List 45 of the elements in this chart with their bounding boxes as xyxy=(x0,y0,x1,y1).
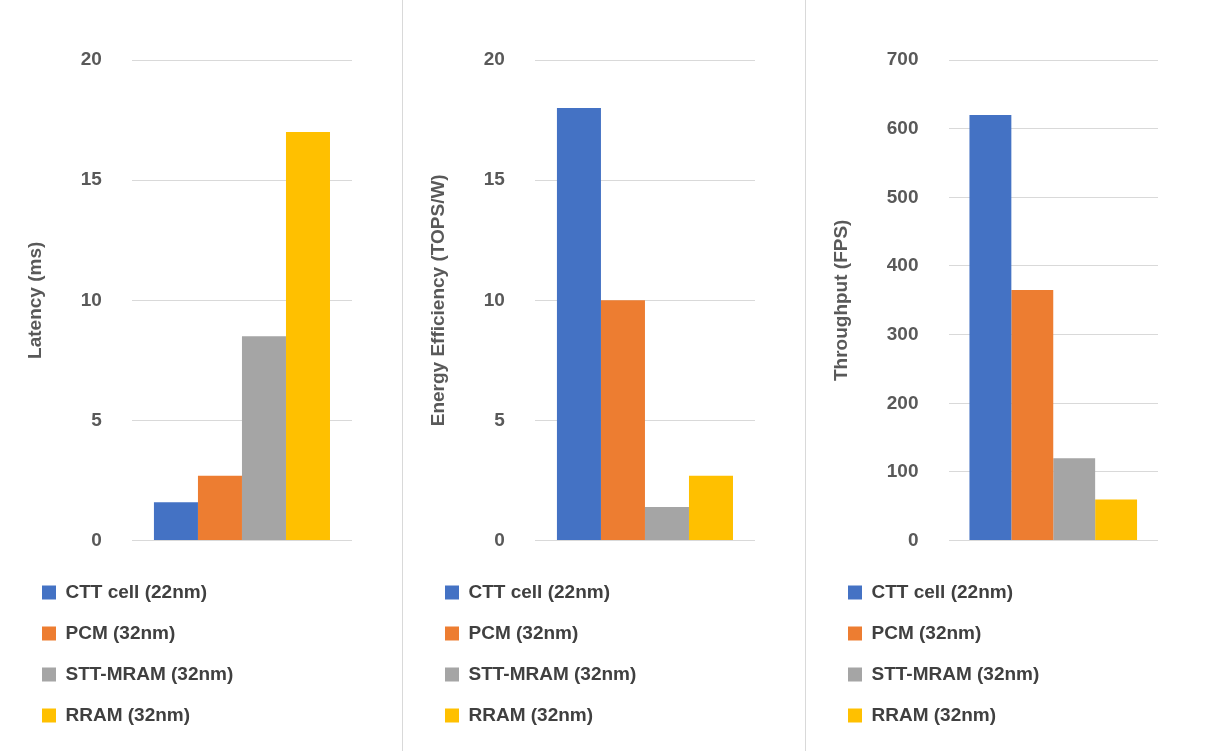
y-tick-label: 100 xyxy=(886,460,919,482)
y-tick-label: 200 xyxy=(886,391,919,413)
bar xyxy=(556,108,601,541)
legend-label: CTT cell (22nm) xyxy=(871,580,1013,602)
y-tick-label: 0 xyxy=(494,528,505,550)
bar xyxy=(1095,499,1138,541)
bar xyxy=(644,506,689,541)
legend-label: PCM (32nm) xyxy=(468,621,579,643)
bar xyxy=(969,114,1012,541)
y-tick-label: 20 xyxy=(483,48,505,70)
legend-label: PCM (32nm) xyxy=(65,621,176,643)
y-axis-title: Energy Efficiency (TOPS/W) xyxy=(426,174,448,427)
legend-label: RRAM (32nm) xyxy=(871,703,997,725)
y-tick-label: 0 xyxy=(91,528,102,550)
bar xyxy=(688,475,733,541)
legend-label: CTT cell (22nm) xyxy=(468,580,610,602)
y-tick-label: 5 xyxy=(91,408,103,430)
y-tick-label: 600 xyxy=(886,116,919,138)
bar xyxy=(197,475,242,541)
bar xyxy=(285,132,330,541)
y-tick-label: 15 xyxy=(80,168,103,190)
legend-label: RRAM (32nm) xyxy=(65,703,191,725)
bar xyxy=(153,502,198,541)
legend-label: PCM (32nm) xyxy=(871,621,982,643)
y-tick-label: 400 xyxy=(886,254,919,276)
y-tick-label: 10 xyxy=(80,288,102,310)
y-axis-title: Throughput (FPS) xyxy=(829,219,851,382)
y-tick-label: 15 xyxy=(483,168,506,190)
bar xyxy=(1053,458,1096,541)
y-tick-label: 700 xyxy=(886,48,919,70)
legend-label: CTT cell (22nm) xyxy=(65,580,207,602)
y-axis-title: Latency (ms) xyxy=(23,241,45,359)
legend-label: RRAM (32nm) xyxy=(468,703,594,725)
y-tick-label: 20 xyxy=(80,48,102,70)
y-tick-label: 10 xyxy=(483,288,505,310)
y-tick-label: 0 xyxy=(907,528,919,550)
legend-label: STT-MRAM (32nm) xyxy=(468,662,637,684)
y-tick-label: 5 xyxy=(494,408,506,430)
bar xyxy=(241,336,286,541)
bar xyxy=(1011,290,1054,541)
y-tick-label: 300 xyxy=(886,322,919,344)
legend-label: STT-MRAM (32nm) xyxy=(871,662,1040,684)
y-tick-label: 500 xyxy=(886,185,919,207)
legend-label: STT-MRAM (32nm) xyxy=(65,662,234,684)
bar xyxy=(600,300,645,541)
